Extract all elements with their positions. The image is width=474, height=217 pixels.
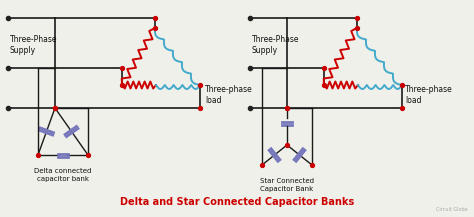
Text: Delta connected
capacitor bank: Delta connected capacitor bank xyxy=(34,168,91,182)
Text: Circuit Globe: Circuit Globe xyxy=(437,207,468,212)
Text: Delta and Star Connected Capacitor Banks: Delta and Star Connected Capacitor Banks xyxy=(120,197,354,207)
Text: Star Connected
Capacitor Bank: Star Connected Capacitor Bank xyxy=(260,178,314,192)
Text: Three-Phase
Supply: Three-Phase Supply xyxy=(252,35,300,55)
Text: Three-Phase
Supply: Three-Phase Supply xyxy=(10,35,57,55)
Text: Three-phase
load: Three-phase load xyxy=(205,85,253,105)
Text: Three-phase
load: Three-phase load xyxy=(405,85,453,105)
